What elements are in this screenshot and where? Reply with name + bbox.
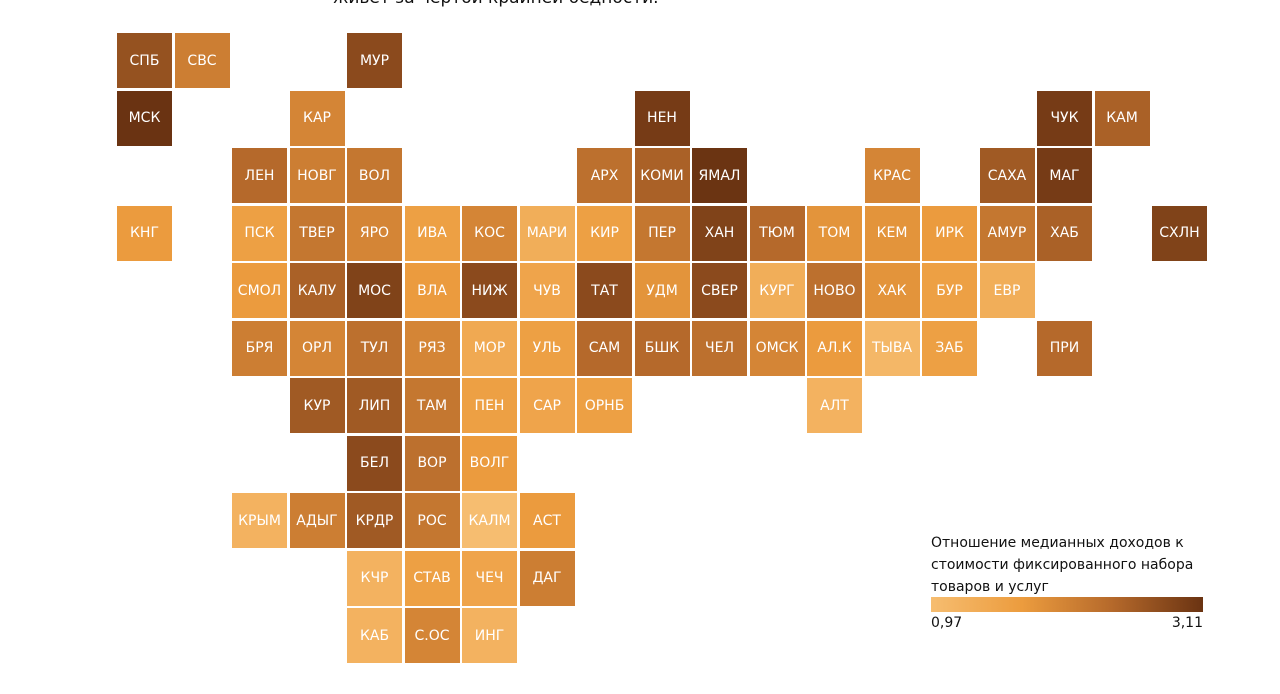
- region-tile: РЯЗ: [404, 320, 460, 376]
- region-tile: АРХ: [577, 148, 632, 203]
- legend-title: Отношение медианных доходов к стоимости …: [931, 535, 1194, 595]
- region-tile: СМОЛ: [232, 263, 287, 318]
- region-tile: КЕМ: [864, 205, 920, 261]
- region-tile: ПСК: [232, 205, 287, 261]
- region-tile: КРАС: [864, 148, 920, 203]
- region-tile: САР: [519, 378, 575, 433]
- region-tile: ЯМАЛ: [692, 148, 747, 203]
- region-tile: ЧЕЧ: [462, 550, 517, 606]
- region-tile: КАБ: [347, 608, 402, 663]
- region-tile: ИНГ: [462, 608, 517, 663]
- region-tile: ПЕР: [634, 205, 690, 261]
- region-tile: УЛЬ: [519, 320, 575, 376]
- region-tile: ЧУК: [1037, 90, 1092, 146]
- region-tile: ДАГ: [519, 550, 575, 606]
- region-tile: ЗАБ: [922, 320, 977, 376]
- region-tile: МАРИ: [519, 205, 575, 261]
- region-tile: ПРИ: [1037, 320, 1092, 376]
- region-tile: СХЛН: [1152, 205, 1207, 261]
- region-tile: УДМ: [634, 263, 690, 318]
- region-tile: БРЯ: [232, 320, 287, 376]
- region-tile: НОВГ: [289, 148, 345, 203]
- region-tile: КОС: [462, 205, 517, 261]
- region-tile: БШК: [634, 320, 690, 376]
- region-tile: АМУР: [979, 205, 1035, 261]
- region-tile: МСК: [117, 90, 172, 146]
- region-tile: КЧР: [347, 550, 402, 606]
- region-tile: АСТ: [519, 493, 575, 548]
- region-tile: СВС: [174, 33, 230, 88]
- region-tile: ЕВР: [979, 263, 1035, 318]
- region-tile: СТАВ: [404, 550, 460, 606]
- region-tile: КУР: [289, 378, 345, 433]
- region-tile: КУРГ: [749, 263, 805, 318]
- region-tile: ХАК: [864, 263, 920, 318]
- region-tile: ОРНБ: [577, 378, 632, 433]
- region-tile: ХАБ: [1037, 205, 1092, 261]
- region-tile: ИВА: [404, 205, 460, 261]
- region-tile: ВОЛГ: [462, 435, 517, 491]
- region-tile: ТУЛ: [347, 320, 402, 376]
- region-tile: МОР: [462, 320, 517, 376]
- region-tile: ХАН: [692, 205, 747, 261]
- region-tile: ТАМ: [404, 378, 460, 433]
- region-tile: ОРЛ: [289, 320, 345, 376]
- region-tile: ТЮМ: [749, 205, 805, 261]
- region-tile: САХА: [979, 148, 1035, 203]
- region-tile: НИЖ: [462, 263, 517, 318]
- region-tile: ВЛА: [404, 263, 460, 318]
- region-tile: ОМСК: [749, 320, 805, 376]
- region-tile: ВОР: [404, 435, 460, 491]
- region-tile: ВОЛ: [347, 148, 402, 203]
- region-tile: МОС: [347, 263, 402, 318]
- region-tile: АЛТ: [807, 378, 862, 433]
- region-tile: ИРК: [922, 205, 977, 261]
- region-tile: НЕН: [634, 90, 690, 146]
- region-tile: КРЫМ: [232, 493, 287, 548]
- region-tile: ТЫВА: [864, 320, 920, 376]
- title: живет за чертой крайней бедности.: [333, 0, 659, 8]
- region-tile: С.ОС: [404, 608, 460, 663]
- region-tile: КАЛУ: [289, 263, 345, 318]
- region-tile: КАМ: [1094, 90, 1150, 146]
- region-tile: ПЕН: [462, 378, 517, 433]
- region-tile: АЛ.К: [807, 320, 862, 376]
- region-tile: НОВО: [807, 263, 862, 318]
- region-tile: ТОМ: [807, 205, 862, 261]
- region-tile: ЧЕЛ: [692, 320, 747, 376]
- region-tile: СПБ: [117, 33, 172, 88]
- region-tile: РОС: [404, 493, 460, 548]
- region-tile: СВЕР: [692, 263, 747, 318]
- region-tile: ЛИП: [347, 378, 402, 433]
- region-tile: ЧУВ: [519, 263, 575, 318]
- region-tile: КНГ: [117, 205, 172, 261]
- legend-min: 0,97: [931, 615, 963, 631]
- legend-max: 3,11: [1171, 615, 1203, 631]
- legend-gradient: [931, 597, 1203, 612]
- region-tile: БЕЛ: [347, 435, 402, 491]
- region-tile: МАГ: [1037, 148, 1092, 203]
- region-tile: КИР: [577, 205, 632, 261]
- region-tile: ЯРО: [347, 205, 402, 261]
- region-tile: БУР: [922, 263, 977, 318]
- region-tile: ТВЕР: [289, 205, 345, 261]
- region-tile: МУР: [347, 33, 402, 88]
- region-tile: ЛЕН: [232, 148, 287, 203]
- region-tile: КРДР: [347, 493, 402, 548]
- region-tile: ТАТ: [577, 263, 632, 318]
- region-tile: КАР: [289, 90, 345, 146]
- region-tile: АДЫГ: [289, 493, 345, 548]
- region-tile: КОМИ: [634, 148, 690, 203]
- region-tile: САМ: [577, 320, 632, 376]
- region-tile: КАЛМ: [462, 493, 517, 548]
